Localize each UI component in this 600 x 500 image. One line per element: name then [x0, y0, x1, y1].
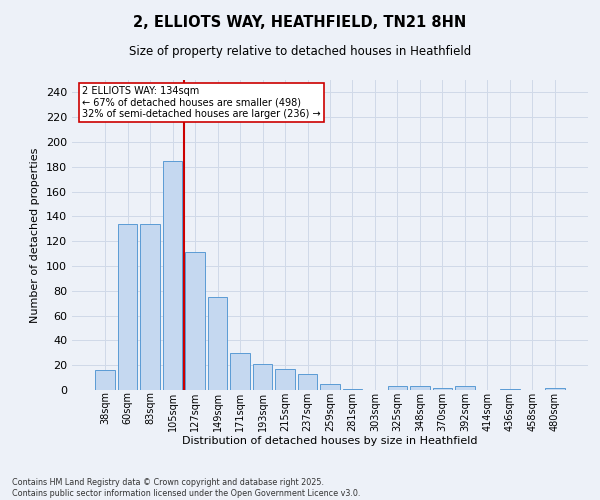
- Bar: [208, 297, 227, 390]
- Y-axis label: Number of detached properties: Number of detached properties: [31, 148, 40, 322]
- Bar: [185, 252, 205, 390]
- Text: Contains HM Land Registry data © Crown copyright and database right 2025.
Contai: Contains HM Land Registry data © Crown c…: [12, 478, 361, 498]
- Bar: [320, 384, 340, 390]
- Bar: [163, 160, 182, 390]
- Bar: [500, 389, 520, 390]
- Text: Size of property relative to detached houses in Heathfield: Size of property relative to detached ho…: [129, 45, 471, 58]
- Bar: [118, 224, 137, 390]
- Text: 2, ELLIOTS WAY, HEATHFIELD, TN21 8HN: 2, ELLIOTS WAY, HEATHFIELD, TN21 8HN: [133, 15, 467, 30]
- X-axis label: Distribution of detached houses by size in Heathfield: Distribution of detached houses by size …: [182, 436, 478, 446]
- Bar: [545, 388, 565, 390]
- Bar: [433, 388, 452, 390]
- Bar: [388, 386, 407, 390]
- Bar: [253, 364, 272, 390]
- Bar: [343, 389, 362, 390]
- Text: 2 ELLIOTS WAY: 134sqm
← 67% of detached houses are smaller (498)
32% of semi-det: 2 ELLIOTS WAY: 134sqm ← 67% of detached …: [82, 86, 321, 120]
- Bar: [298, 374, 317, 390]
- Bar: [95, 370, 115, 390]
- Bar: [410, 386, 430, 390]
- Bar: [455, 386, 475, 390]
- Bar: [140, 224, 160, 390]
- Bar: [275, 369, 295, 390]
- Bar: [230, 353, 250, 390]
